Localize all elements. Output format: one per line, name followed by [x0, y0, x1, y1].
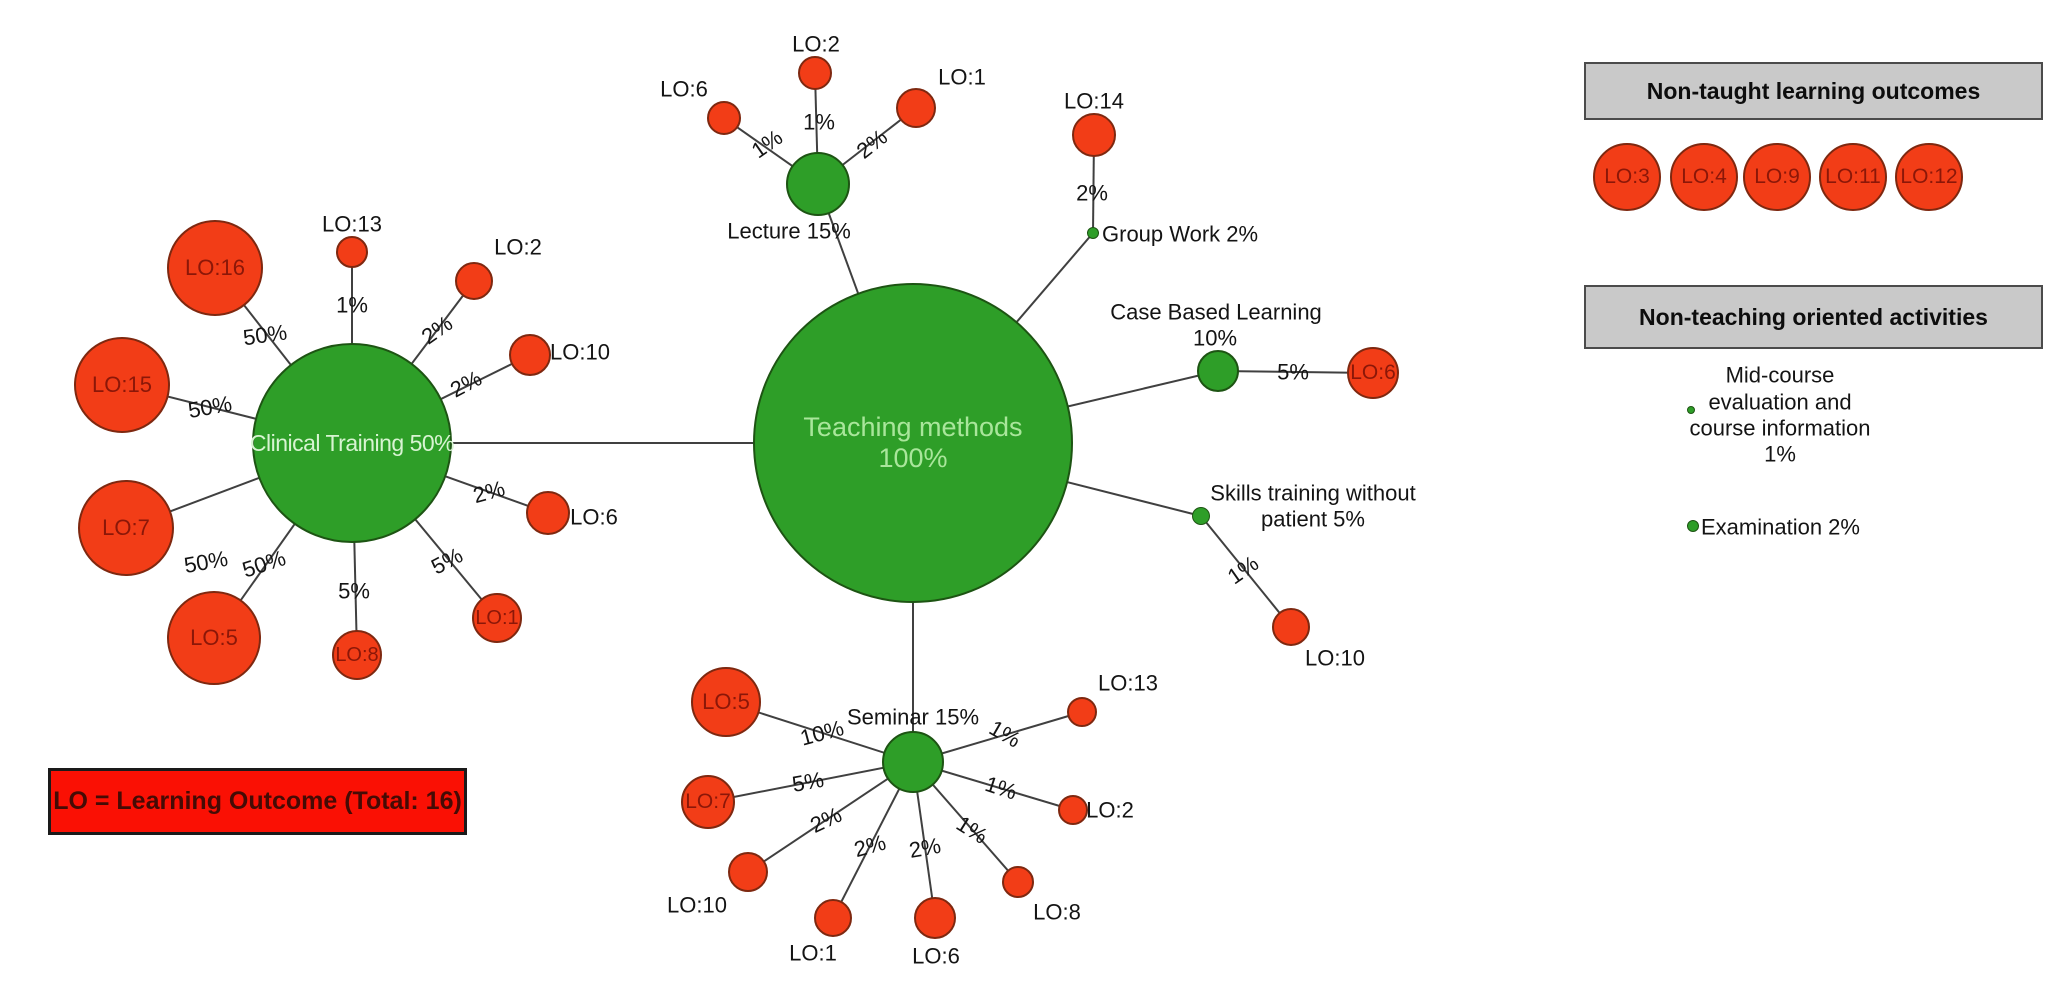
edge-pct-case-based-lo6: 5%: [1277, 359, 1309, 385]
node-label-group-work-lo14: LO:14: [1064, 88, 1124, 114]
node-non-taught-lo12: LO:12: [1895, 143, 1963, 211]
node-seminar: [882, 731, 944, 793]
node-label: LO:11: [1825, 165, 1881, 188]
node-label: LO:7: [685, 790, 731, 813]
node-seminar-lo1: [814, 899, 852, 937]
node-clinical-lo15: LO:15: [74, 337, 170, 433]
node-group-work: [1087, 227, 1099, 239]
panel-non-taught-header: Non-taught learning outcomes: [1584, 62, 2043, 120]
node-label: LO:9: [1754, 165, 1800, 188]
node-clinical-lo8: LO:8: [332, 630, 382, 680]
node-label: LO:8: [335, 643, 379, 666]
node-label-clinical-lo10: LO:10: [550, 339, 610, 365]
midcourse-label-line3: course information: [1689, 415, 1871, 441]
node-seminar-lo13: [1067, 697, 1097, 727]
node-seminar-lo5: LO:5: [691, 667, 761, 737]
node-label-skills-line2: patient 5%: [1261, 506, 1365, 532]
node-case-based-lo6: LO:6: [1347, 347, 1399, 399]
node-clinical-lo1: LO:1: [472, 593, 522, 643]
node-label-seminar-lo6: LO:6: [912, 943, 960, 969]
node-lecture-lo6: [707, 101, 741, 135]
node-non-taught-lo4: LO:4: [1670, 143, 1738, 211]
node-label-seminar-lo13: LO:13: [1098, 670, 1158, 696]
node-non-taught-lo9: LO:9: [1743, 143, 1811, 211]
node-label-skills-lo10: LO:10: [1305, 645, 1365, 671]
node-clinical-lo13: [336, 236, 368, 268]
node-non-taught-lo11: LO:11: [1819, 143, 1887, 211]
node-label: LO:12: [1900, 165, 1958, 188]
node-teaching-methods: Teaching methods 100%: [753, 283, 1073, 603]
examination-label: Examination 2%: [1701, 514, 1860, 540]
edge-pct-clinical-lo8: 5%: [338, 578, 370, 604]
node-label: LO:6: [1350, 361, 1396, 384]
teaching-methods-pct: 100%: [878, 443, 948, 473]
node-label-seminar-lo1: LO:1: [789, 940, 837, 966]
node-clinical-lo10: [509, 334, 551, 376]
node-lecture-lo1: [896, 88, 936, 128]
midcourse-label-line1: Mid-course: [1725, 362, 1835, 388]
node-label: LO:3: [1604, 165, 1650, 188]
node-label: LO:7: [102, 515, 150, 540]
midcourse-dot: [1687, 406, 1695, 414]
node-label-lecture-lo6: LO:6: [660, 76, 708, 102]
panel-non-taught-title: Non-taught learning outcomes: [1646, 77, 1981, 104]
midcourse-label-line2: evaluation and: [1708, 389, 1852, 415]
edge-pct-clinical-lo13: 1%: [336, 292, 368, 318]
node-clinical-lo16: LO:16: [167, 220, 263, 316]
node-label: LO:4: [1681, 165, 1727, 188]
edge-pct-seminar-lo6: 2%: [907, 832, 943, 863]
node-label-clinical-lo2: LO:2: [494, 234, 542, 260]
edge-pct-lecture-lo2: 1%: [803, 109, 835, 135]
node-seminar-lo7: LO:7: [681, 775, 735, 829]
teaching-methods-label: Teaching methods: [803, 412, 1023, 442]
node-seminar-lo8: [1002, 866, 1034, 898]
node-label: LO:5: [190, 625, 238, 650]
node-case-based-learning: [1197, 350, 1239, 392]
node-label: LO:5: [702, 689, 750, 714]
node-label-seminar-lo2: LO:2: [1086, 797, 1134, 823]
node-clinical-lo6: [526, 491, 570, 535]
node-label-seminar-lo10: LO:10: [667, 892, 727, 918]
node-lecture: [786, 152, 850, 216]
node-group-work-lo14: [1072, 113, 1116, 157]
node-label: LO:15: [92, 372, 152, 397]
node-lecture-lo2: [798, 56, 832, 90]
node-clinical-lo5: LO:5: [167, 591, 261, 685]
node-label: LO:16: [185, 255, 245, 280]
legend-box-label: LO = Learning Outcome (Total: 16): [53, 787, 462, 815]
node-clinical-training: Clinical Training 50%: [249, 343, 455, 543]
node-label: LO:1: [475, 606, 519, 629]
node-label-clinical-lo6: LO:6: [570, 504, 618, 530]
edge-pct-group-work-lo14: 2%: [1076, 180, 1108, 206]
node-seminar-lo2: [1058, 795, 1088, 825]
clinical-training-label: Clinical Training 50%: [249, 429, 455, 456]
node-label-seminar: Seminar 15%: [846, 704, 980, 730]
panel-non-teaching-header: Non-teaching oriented activities: [1584, 285, 2043, 349]
node-label-seminar-lo8: LO:8: [1033, 899, 1081, 925]
node-clinical-lo2: [455, 262, 493, 300]
edge-pct-seminar-lo7: 5%: [790, 766, 826, 797]
examination-dot: [1687, 520, 1699, 532]
midcourse-label-line4: 1%: [1764, 441, 1796, 467]
node-label-lecture-lo1: LO:1: [938, 64, 986, 90]
node-clinical-lo7: LO:7: [78, 480, 174, 576]
node-label-lecture-lo2: LO:2: [792, 31, 840, 57]
node-label-skills-line1: Skills training without: [1210, 480, 1416, 506]
node-non-taught-lo3: LO:3: [1593, 143, 1661, 211]
node-seminar-lo6: [914, 897, 956, 939]
legend-box: LO = Learning Outcome (Total: 16): [48, 768, 467, 835]
node-seminar-lo10: [728, 852, 768, 892]
node-label-case-based-line2: 10%: [1192, 325, 1238, 351]
node-label-clinical-lo13: LO:13: [322, 211, 382, 237]
node-skills-training: [1192, 507, 1210, 525]
node-label-lecture: Lecture 15%: [727, 218, 851, 244]
node-label-case-based-line1: Case Based Learning: [1110, 299, 1322, 325]
panel-non-teaching-title: Non-teaching oriented activities: [1639, 303, 1988, 330]
node-label-group-work: Group Work 2%: [1102, 221, 1259, 247]
node-skills-lo10: [1272, 608, 1310, 646]
